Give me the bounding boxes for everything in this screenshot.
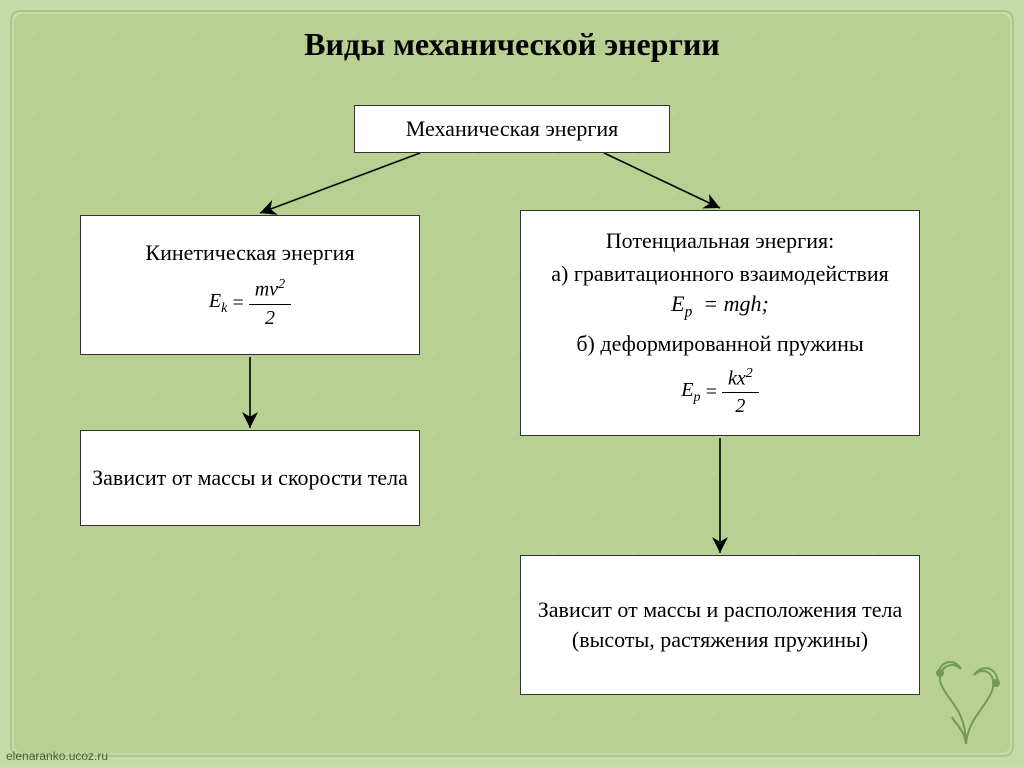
- potential-item-b: б) деформированной пружины: [576, 329, 863, 359]
- pot-a-lhs-base: E: [671, 291, 684, 316]
- pot-b-num-sup: 2: [746, 366, 753, 381]
- kinetic-num-sup: 2: [278, 277, 285, 292]
- pot-b-den: 2: [722, 393, 759, 420]
- kinetic-label: Кинетическая энергия: [145, 238, 354, 268]
- slide-title: Виды механической энергии: [0, 26, 1024, 63]
- pot-b-prefix: б): [576, 331, 600, 356]
- kinetic-den: 2: [249, 305, 291, 332]
- pot-b-lhs-base: E: [681, 379, 693, 401]
- kinetic-lhs-base: E: [209, 290, 221, 312]
- kinetic-formula: Ek = mv2 2: [209, 276, 291, 332]
- potential-item-b-formula: Ep = kx2 2: [681, 365, 758, 421]
- potential-depends-text: Зависит от массы и расположения тела (вы…: [531, 595, 909, 654]
- pot-a-text: гравитационного взаимодействия: [574, 261, 889, 286]
- content-layer: Виды механической энергии Механическая э…: [0, 0, 1024, 767]
- pot-a-lhs-sub: p: [685, 303, 693, 320]
- kinetic-num: mv: [255, 279, 278, 301]
- box-kinetic-energy: Кинетическая энергия Ek = mv2 2: [80, 215, 420, 355]
- kinetic-lhs-sub: k: [221, 301, 227, 316]
- box-potential-depends: Зависит от массы и расположения тела (вы…: [520, 555, 920, 695]
- kinetic-depends-text: Зависит от массы и скорости тела: [92, 463, 408, 493]
- pot-a-prefix: а): [551, 261, 574, 286]
- potential-item-a: а) гравитационного взаимодействия Ep = m…: [531, 259, 909, 323]
- pot-b-text: деформированной пружины: [600, 331, 863, 356]
- potential-heading: Потенциальная энергия:: [606, 226, 834, 256]
- pot-a-rhs: mgh: [724, 291, 762, 316]
- root-label: Механическая энергия: [406, 114, 619, 144]
- box-root-mechanical-energy: Механическая энергия: [354, 105, 670, 153]
- pot-b-num: kx: [728, 367, 746, 389]
- pot-b-lhs-sub: p: [693, 390, 700, 405]
- box-potential-energy: Потенциальная энергия: а) гравитационног…: [520, 210, 920, 436]
- box-kinetic-depends: Зависит от массы и скорости тела: [80, 430, 420, 526]
